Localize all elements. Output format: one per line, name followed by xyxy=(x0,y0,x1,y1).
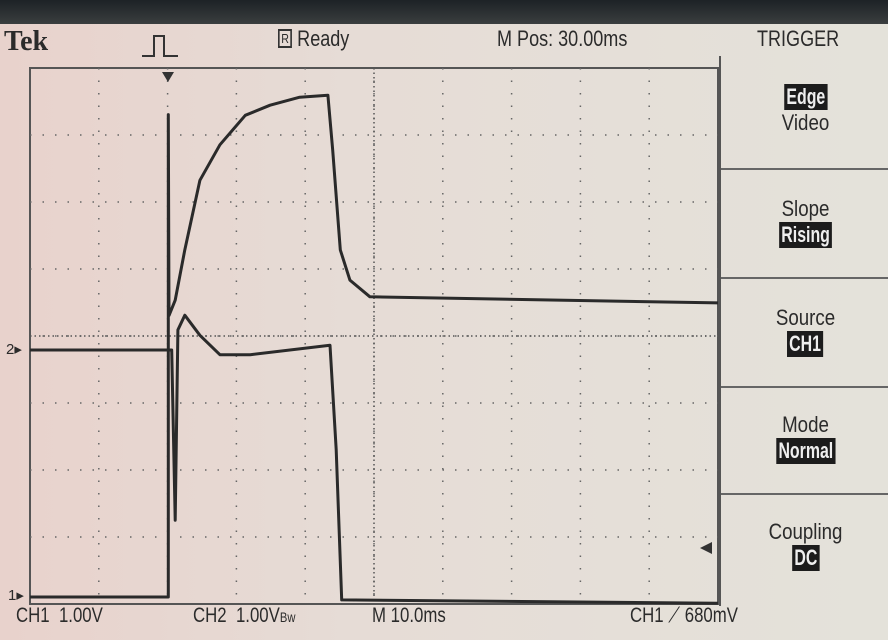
horizontal-position: M Pos: 30.00ms xyxy=(497,26,628,51)
slope-button[interactable]: Slope Rising xyxy=(721,170,888,279)
coupling-value: DC xyxy=(791,545,820,571)
ch1-ground-marker: 1▸ xyxy=(8,587,24,604)
coupling-button[interactable]: Coupling DC xyxy=(721,495,888,606)
mode-value: Normal xyxy=(775,438,836,464)
trigger-readout: CH1 ⟋ 680mV xyxy=(630,604,738,627)
ch2-readout: CH2 1.00VBw xyxy=(193,604,296,627)
trigger-type-button[interactable]: Edge Video xyxy=(721,56,888,170)
coupling-label: Coupling xyxy=(768,519,843,544)
slope-value: Rising xyxy=(779,222,832,248)
mode-button[interactable]: Mode Normal xyxy=(721,388,888,495)
type-selected: Edge xyxy=(783,84,828,110)
trace-ch1 xyxy=(30,93,719,599)
trigger-menu: Edge Video Slope Rising Source CH1 Mode … xyxy=(719,56,888,606)
mode-label: Mode xyxy=(782,412,829,437)
trigger-position-marker xyxy=(162,72,174,82)
run-state-label: Ready xyxy=(297,26,350,51)
run-state-badge: R xyxy=(278,29,293,48)
source-button[interactable]: Source CH1 xyxy=(721,279,888,388)
source-value: CH1 xyxy=(787,331,824,357)
trace-ch2 xyxy=(30,313,719,605)
traces xyxy=(30,93,719,605)
menu-title: TRIGGER xyxy=(757,26,840,51)
slope-label: Slope xyxy=(781,196,830,221)
source-label: Source xyxy=(775,305,836,330)
run-status: R Ready xyxy=(278,26,349,52)
ch1-readout: CH1 1.00V xyxy=(16,604,103,627)
brand-logo: Tek xyxy=(4,26,49,57)
type-other: Video xyxy=(781,110,830,135)
timebase-readout: M 10.0ms xyxy=(372,604,446,627)
rising-edge-icon: ⟋ xyxy=(668,604,681,627)
pulse-icon xyxy=(142,35,178,57)
bandwidth-limit: Bw xyxy=(279,609,296,625)
trigger-level-marker xyxy=(700,542,712,554)
screen-bezel xyxy=(0,0,888,24)
ch2-ground-marker: 2▸ xyxy=(6,341,22,358)
graticule xyxy=(29,67,719,605)
